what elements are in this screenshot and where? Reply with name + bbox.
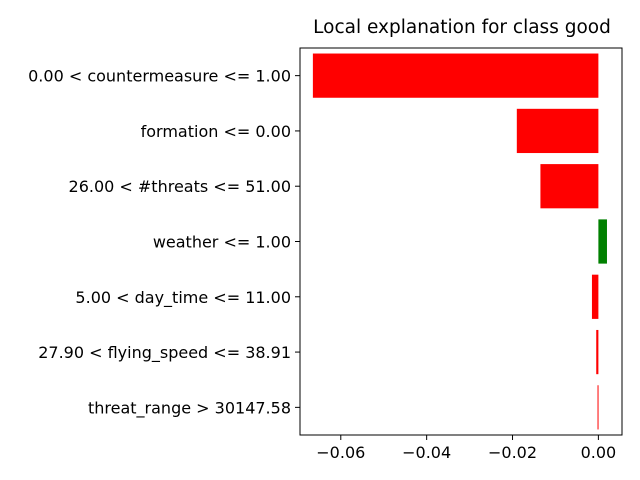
bar-4	[591, 274, 599, 319]
bars-group	[312, 53, 607, 430]
bar-3	[598, 219, 607, 264]
y-tick-label: 26.00 < #threats <= 51.00	[69, 177, 291, 196]
bar-5	[596, 329, 599, 375]
chart-title: Local explanation for class good	[313, 17, 611, 38]
y-tick-label: 27.90 < flying_speed <= 38.91	[38, 343, 291, 363]
y-tick-label: weather <= 1.00	[153, 233, 291, 252]
x-ticks: −0.06 −0.04 −0.02 0.00	[316, 435, 616, 462]
y-tick-labels: 0.00 < countermeasure <= 1.00 formation <…	[28, 67, 300, 418]
y-tick-label: formation <= 0.00	[141, 122, 291, 141]
plot-frame	[299, 47, 623, 436]
x-tick-label: 0.00	[581, 443, 617, 462]
x-tick-label: −0.04	[402, 443, 451, 462]
x-tick-label: −0.02	[488, 443, 537, 462]
y-tick-label: 0.00 < countermeasure <= 1.00	[28, 67, 291, 86]
bar-2	[540, 164, 599, 209]
bar-1	[516, 108, 599, 154]
x-tick-label: −0.06	[316, 443, 365, 462]
y-tick-label: 5.00 < day_time <= 11.00	[75, 288, 291, 308]
bar-6	[597, 385, 599, 430]
y-tick-label: threat_range > 30147.58	[88, 398, 291, 418]
bar-0	[312, 53, 599, 98]
